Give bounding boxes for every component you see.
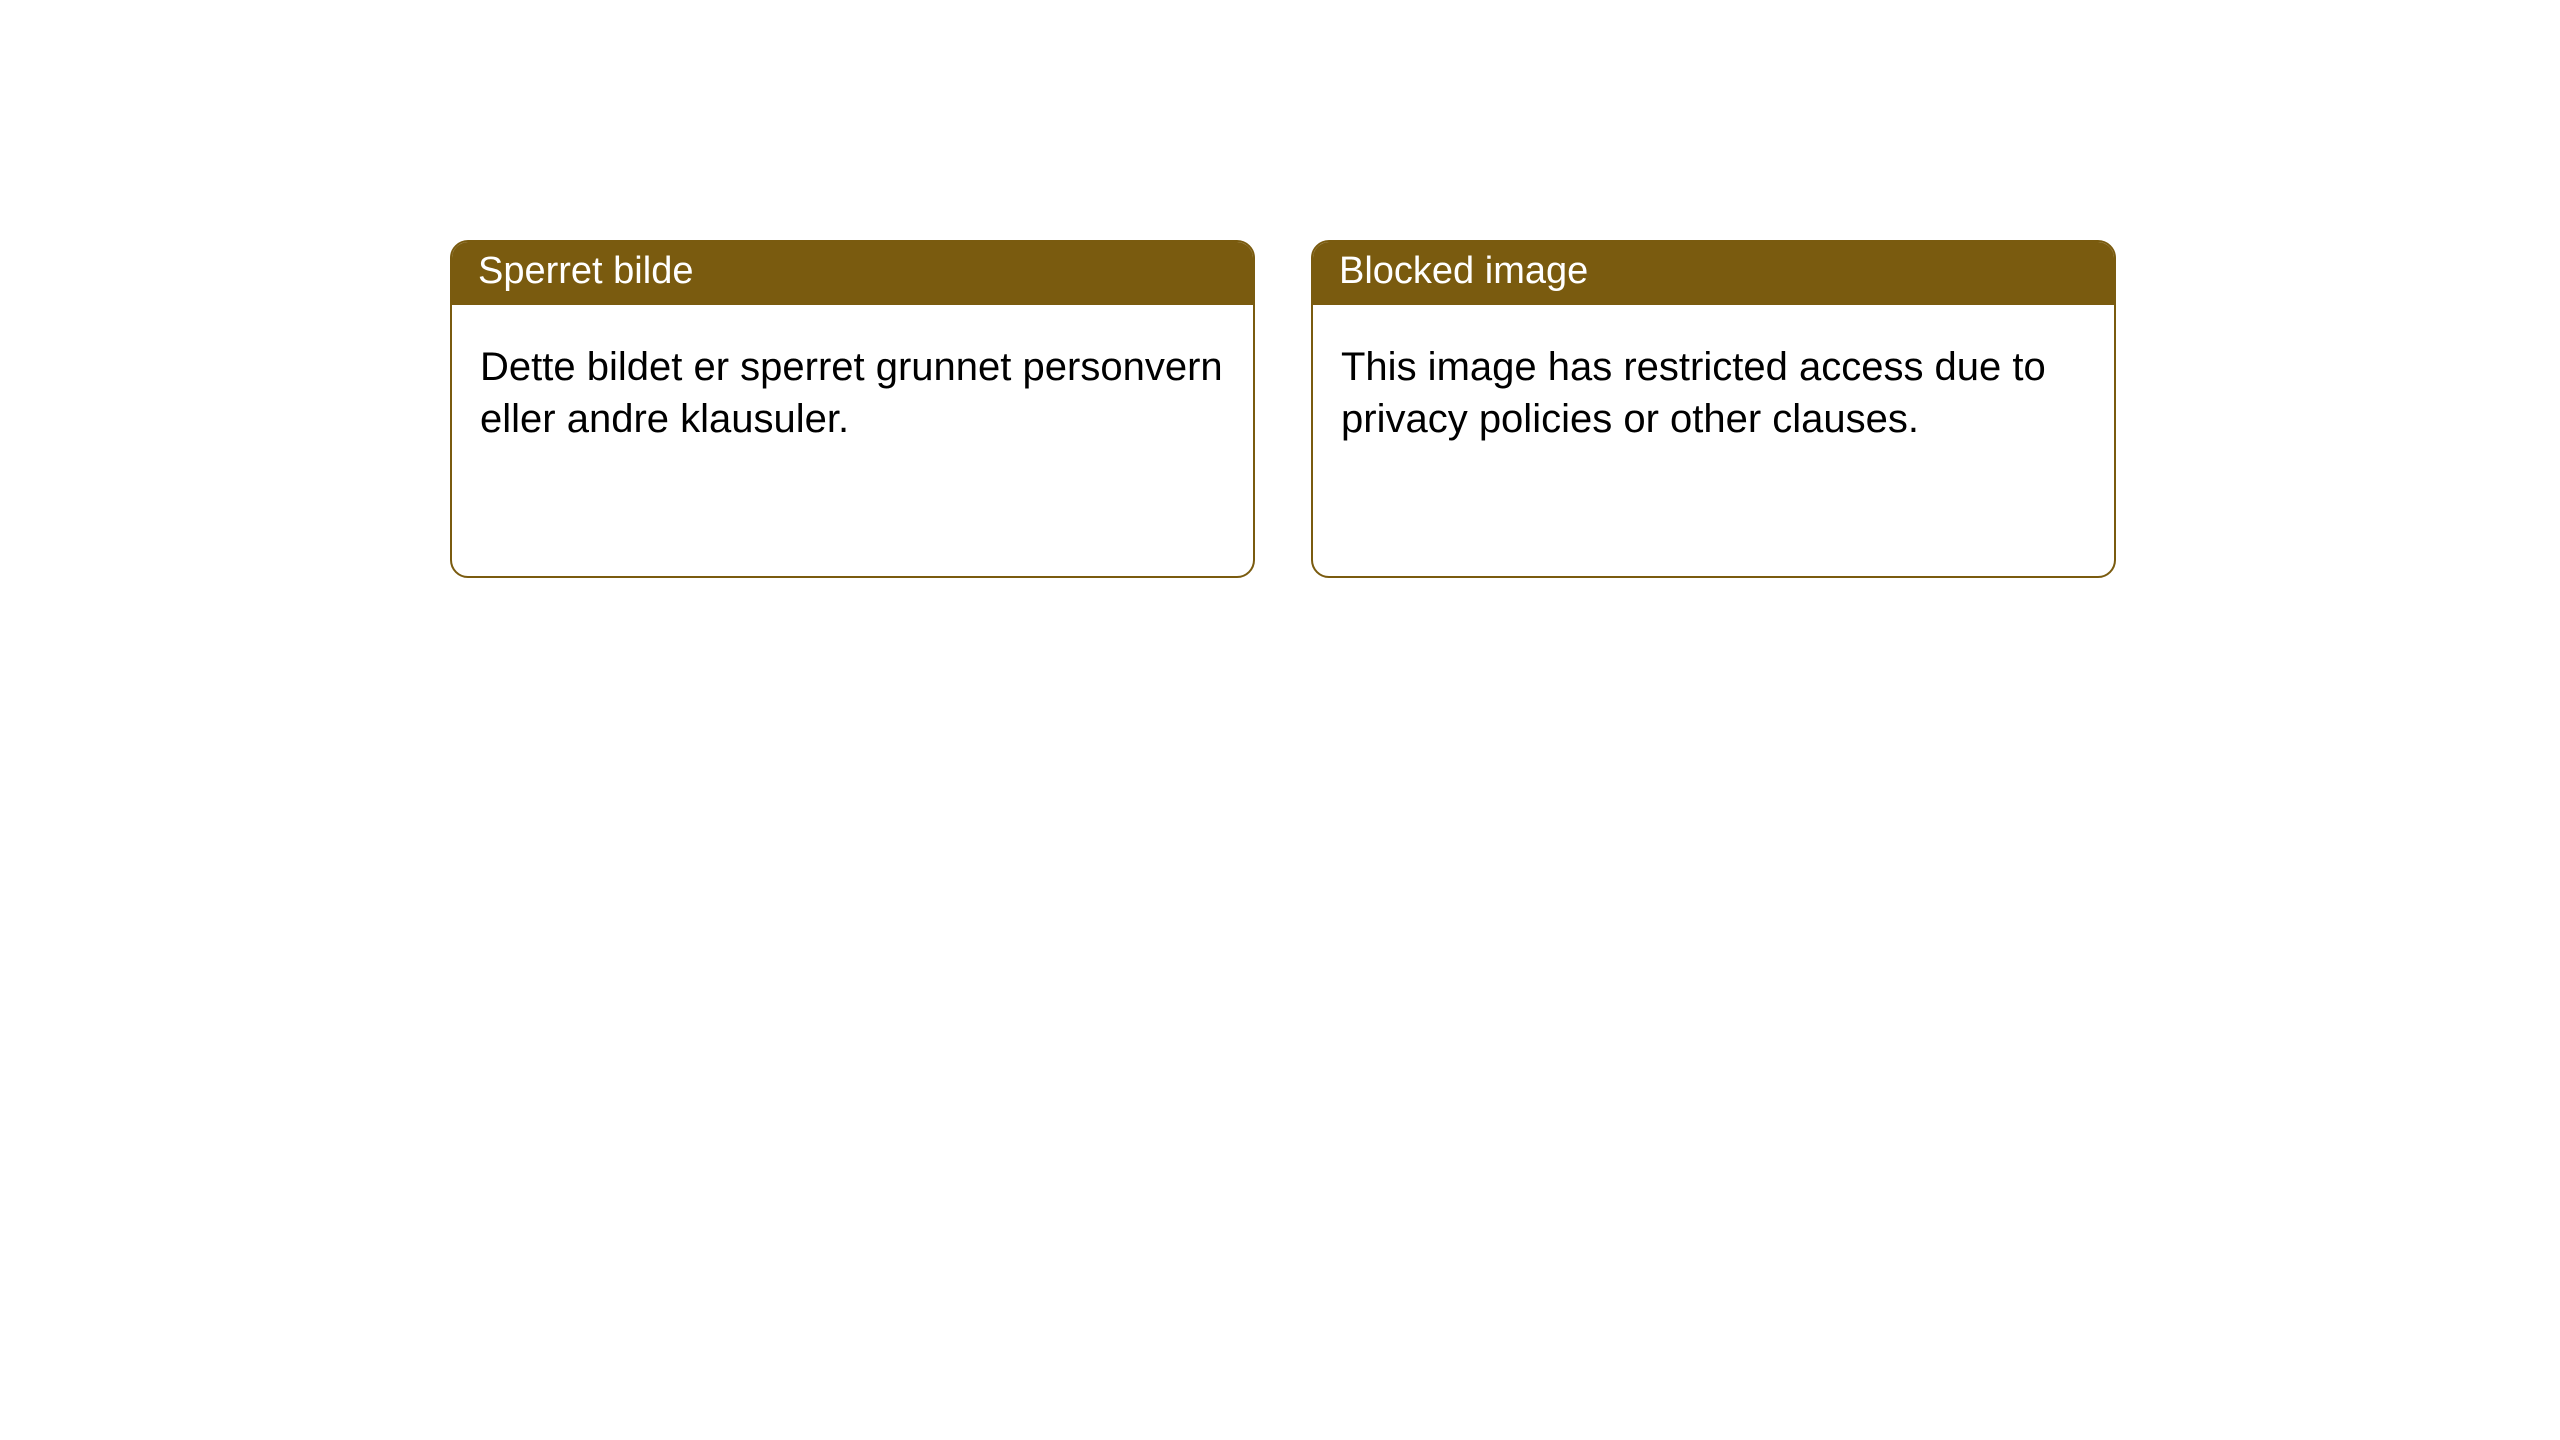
notice-box-english: Blocked image This image has restricted … (1311, 240, 2116, 578)
notice-body: This image has restricted access due to … (1313, 305, 2114, 481)
notice-body: Dette bildet er sperret grunnet personve… (452, 305, 1253, 481)
notice-box-norwegian: Sperret bilde Dette bildet er sperret gr… (450, 240, 1255, 578)
notice-container: Sperret bilde Dette bildet er sperret gr… (0, 0, 2560, 578)
notice-header: Blocked image (1313, 242, 2114, 305)
notice-header: Sperret bilde (452, 242, 1253, 305)
